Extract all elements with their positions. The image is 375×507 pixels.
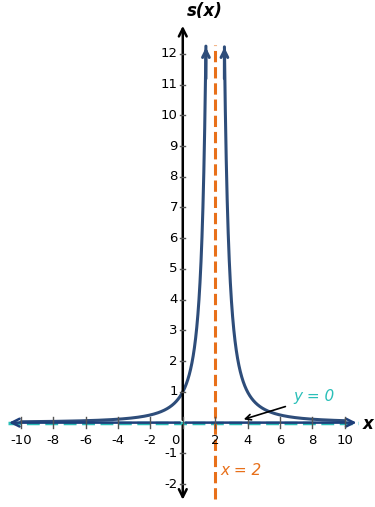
Text: -8: -8 [46,434,60,447]
Text: 2: 2 [170,355,178,368]
Text: -1: -1 [165,447,178,460]
Text: 8: 8 [308,434,316,447]
Text: 6: 6 [170,232,178,245]
Text: 4: 4 [170,293,178,306]
Text: 8: 8 [170,170,178,183]
Text: 3: 3 [170,324,178,337]
Text: 5: 5 [170,263,178,275]
Text: 10: 10 [336,434,353,447]
Text: 9: 9 [170,139,178,153]
Text: x = 2: x = 2 [221,463,262,478]
Text: y = 0: y = 0 [293,388,334,404]
Text: s(x): s(x) [187,2,223,20]
Text: -2: -2 [144,434,157,447]
Text: -6: -6 [79,434,92,447]
Text: -2: -2 [165,478,178,491]
Text: 6: 6 [276,434,284,447]
Text: 1: 1 [170,385,178,399]
Text: 0: 0 [171,434,179,447]
Text: 11: 11 [161,78,178,91]
Text: x: x [363,415,373,433]
Text: 4: 4 [243,434,252,447]
Text: 12: 12 [161,47,178,60]
Text: 7: 7 [170,201,178,214]
Text: 2: 2 [211,434,219,447]
Text: -4: -4 [111,434,125,447]
Text: 10: 10 [161,109,178,122]
Text: -10: -10 [10,434,32,447]
